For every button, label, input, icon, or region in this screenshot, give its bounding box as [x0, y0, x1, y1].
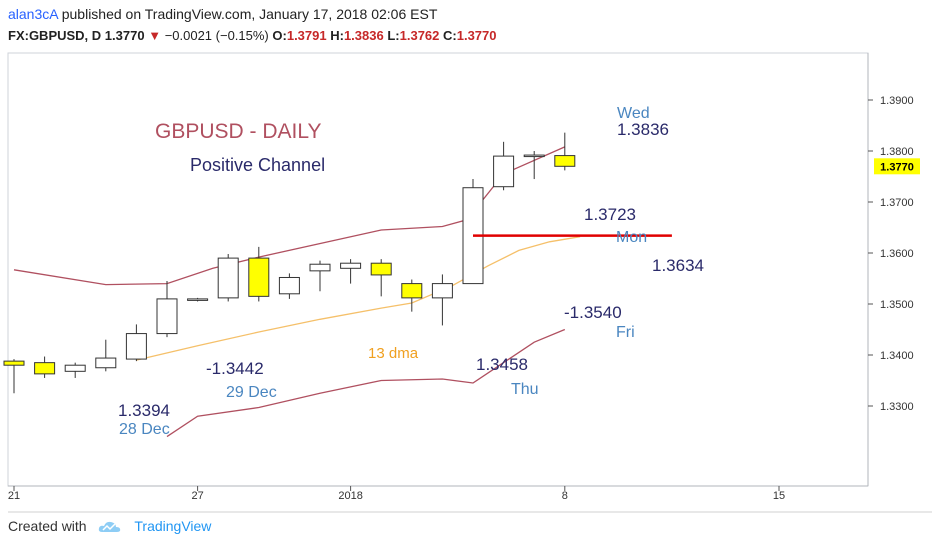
y-tick-label: 1.3500	[880, 299, 914, 311]
candle	[370, 259, 392, 297]
x-tick-label: 8	[562, 490, 568, 502]
annotation-wed: Wed	[617, 105, 650, 122]
candle-body	[431, 283, 453, 299]
candle	[431, 274, 453, 326]
annotation-1-3540: -1.3540	[564, 303, 622, 322]
candle-body	[340, 262, 362, 269]
high-label: H:	[330, 28, 344, 43]
candle	[34, 356, 56, 378]
candle	[309, 260, 331, 292]
candle	[125, 324, 147, 362]
annotation-1-3394: 1.3394	[118, 401, 170, 420]
candle	[187, 297, 209, 302]
channel-lines	[13, 146, 566, 438]
x-tick-label: 21	[8, 490, 20, 502]
down-arrow-icon: ▼	[148, 28, 162, 43]
candle-body	[3, 360, 25, 366]
chart-title: GBPUSD - DAILY	[155, 120, 321, 143]
current-price-label: 1.3770	[880, 161, 914, 173]
plot-area[interactable]	[7, 52, 869, 487]
current-price-tag-bg	[874, 158, 920, 175]
annotation-1-3723: 1.3723	[584, 205, 636, 224]
annotation-1-3458: 1.3458	[476, 355, 528, 374]
candle	[278, 273, 300, 299]
candle-body	[370, 262, 392, 276]
candle	[493, 141, 515, 191]
annotation-13-dma: 13 dma	[368, 345, 419, 362]
candle-body	[125, 333, 147, 360]
last-price: 1.3770	[104, 28, 145, 43]
channel-upper-line	[13, 146, 566, 286]
candle-body	[278, 276, 300, 295]
y-tick-label: 1.3700	[880, 197, 914, 209]
candle	[217, 254, 239, 302]
candle	[554, 132, 576, 171]
annotation-fri: Fri	[616, 324, 635, 341]
y-tick-label: 1.3400	[880, 350, 914, 362]
current-price-tag: 1.3770	[874, 158, 920, 175]
author-link[interactable]: alan3cA	[8, 6, 58, 22]
candle-body	[95, 357, 117, 369]
candle-body	[156, 298, 178, 335]
high-value: 1.3836	[343, 28, 384, 43]
symbol-legend: FX:GBPUSD, D 1.3770 ▼ −0.0021 (−0.15%) O…	[8, 28, 497, 43]
annotations: 1.3394 28 Dec -1.3442 29 Dec 13 dma 1.34…	[118, 105, 704, 438]
candle	[523, 151, 545, 180]
candle	[3, 359, 25, 394]
open-label: O:	[272, 28, 287, 43]
x-tick-label: 15	[773, 490, 785, 502]
publish-header: alan3cA published on TradingView.com, Ja…	[8, 6, 437, 22]
annotation-thu: Thu	[511, 381, 539, 398]
price-axis[interactable]: 1.3900 1.3800 1.3700 1.3600 1.3500 1.3400 1.33…	[868, 95, 914, 413]
candle	[64, 362, 86, 378]
candle	[95, 339, 117, 372]
candle	[340, 259, 362, 284]
low-label: L:	[387, 28, 400, 43]
candle	[462, 179, 484, 285]
candle-body	[187, 298, 209, 301]
created-with-text: Created with	[8, 518, 87, 534]
y-tick-label: 1.3600	[880, 248, 914, 260]
tradingview-cloud-icon	[99, 522, 121, 533]
y-tick-label: 1.3800	[880, 146, 914, 158]
annotation-28-dec: 28 Dec	[119, 421, 170, 438]
annotation-29-dec: 29 Dec	[226, 384, 277, 401]
annotation-1-3442: -1.3442	[206, 359, 264, 378]
price-change: −0.0021 (−0.15%)	[164, 28, 269, 43]
close-value: 1.3770	[456, 28, 497, 43]
candle-body	[523, 154, 545, 158]
candle-body	[554, 155, 576, 167]
symbol-name: FX:GBPUSD, D	[8, 28, 102, 43]
annotation-mon: Mon	[616, 229, 647, 246]
published-text: published on TradingView.com, January 17…	[61, 6, 438, 22]
candle-body	[401, 283, 423, 299]
time-axis[interactable]: 212720188152225	[8, 486, 932, 502]
candle-body	[217, 257, 239, 299]
channel-lower-line	[166, 328, 566, 438]
candle-body	[309, 263, 331, 272]
x-tick-label: 27	[191, 490, 203, 502]
candle-body	[493, 155, 515, 188]
candle-body	[64, 364, 86, 372]
x-tick-label: 2018	[338, 490, 362, 502]
candle	[248, 246, 270, 302]
annotation-1-3634: 1.3634	[652, 256, 704, 275]
close-label: C:	[443, 28, 457, 43]
annotation-1-3836: 1.3836	[617, 120, 669, 139]
chart-subtitle: Positive Channel	[190, 155, 325, 175]
y-tick-label: 1.3900	[880, 95, 914, 107]
candle-body	[34, 362, 56, 375]
candle	[156, 281, 178, 338]
candle-body	[248, 257, 270, 297]
low-value: 1.3762	[399, 28, 440, 43]
y-tick-label: 1.3300	[880, 401, 914, 413]
open-value: 1.3791	[286, 28, 327, 43]
footer: Created with TradingView	[8, 518, 211, 534]
tradingview-brand-link[interactable]: TradingView	[134, 518, 212, 534]
candle	[401, 279, 423, 312]
